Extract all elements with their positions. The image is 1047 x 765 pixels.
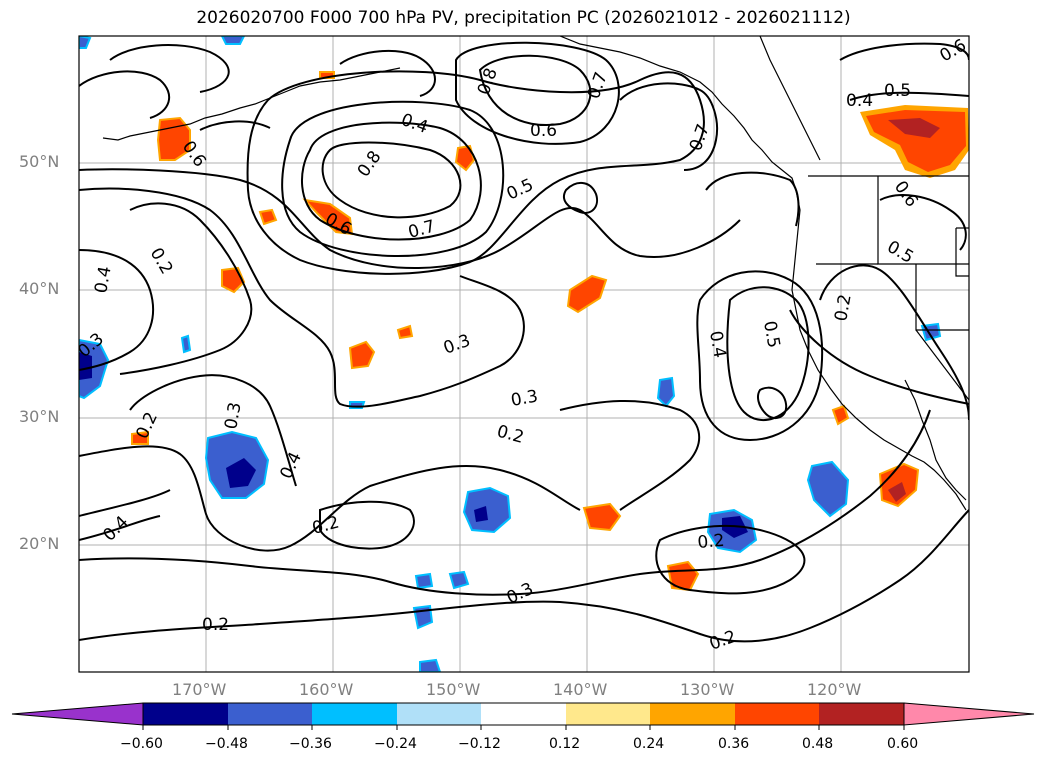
contour-label: 0.2 (697, 531, 726, 553)
lon-label: 130°W (680, 680, 735, 699)
precip-positive-patches (131, 71, 969, 592)
lon-label: 120°W (807, 680, 862, 699)
colorbar-tick-label: 0.12 (549, 736, 581, 752)
colorbar-tick-label: −0.60 (120, 736, 163, 752)
contour-label: 0.4 (705, 329, 729, 359)
colorbar-tick-label: 0.60 (887, 736, 919, 752)
colorbar-tick-label: 0.24 (633, 736, 665, 752)
contour-label: 0.2 (831, 293, 855, 323)
colorbar-tick-label: 0.48 (802, 736, 834, 752)
contour-label: 0.5 (884, 81, 911, 101)
colorbar-tick-label: 0.36 (718, 736, 750, 752)
colorbar-tick-label: −0.36 (289, 736, 332, 752)
lon-label: 150°W (426, 680, 481, 699)
contour-label: 0.4 (846, 91, 873, 111)
map-title: 2026020700 F000 700 hPa PV, precipitatio… (196, 8, 851, 28)
contour-label: 0.5 (759, 319, 783, 349)
contour-label: 0.6 (530, 121, 557, 141)
contour-label: 0.4 (91, 265, 115, 295)
lon-label: 140°W (553, 680, 608, 699)
colorbar-tick-label: −0.12 (458, 736, 501, 752)
colorbar (11, 702, 1035, 730)
contour-label: 0.3 (221, 401, 245, 431)
coastlines (102, 36, 969, 511)
contour-label: 0.3 (509, 387, 539, 411)
lat-label: 50°N (19, 152, 60, 171)
lon-label: 160°W (299, 680, 354, 699)
lon-label: 170°W (172, 680, 227, 699)
colorbar-tick-label: −0.48 (205, 736, 248, 752)
lat-label: 40°N (19, 279, 60, 298)
pv-contours (79, 41, 969, 643)
contour-label: 0.2 (202, 615, 229, 635)
lat-label: 20°N (19, 534, 60, 553)
lat-label: 30°N (19, 407, 60, 426)
colorbar-tick-label: −0.24 (374, 736, 417, 752)
graticule (79, 36, 969, 672)
precip-negative-patches (79, 36, 942, 672)
